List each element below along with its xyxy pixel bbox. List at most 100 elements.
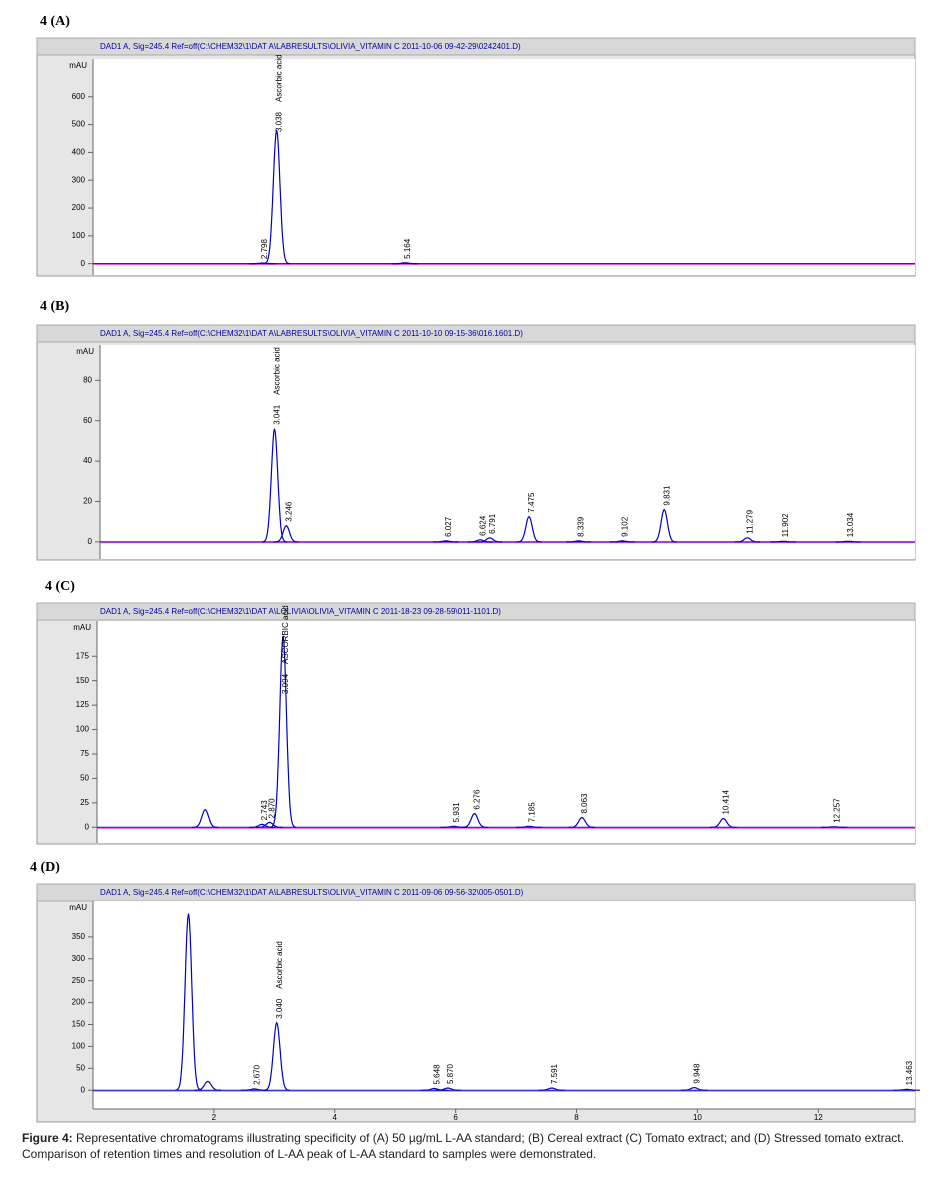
peak-name: Ascorbic acid — [275, 941, 284, 989]
peak — [516, 515, 542, 543]
y-tick-label: 500 — [72, 120, 86, 129]
peak — [893, 1088, 920, 1091]
y-tick-label: 400 — [72, 148, 86, 157]
peak-label: 9.102 — [621, 516, 630, 537]
x-tick-label: 10 — [693, 1113, 702, 1122]
peak — [821, 826, 848, 828]
peak-label: 8.063 — [580, 793, 589, 814]
peak-label: 3.246 — [284, 501, 293, 522]
peak-label: 5.931 — [452, 802, 461, 823]
y-tick-label: 60 — [83, 416, 92, 425]
x-tick-label: 4 — [333, 1113, 338, 1122]
y-tick-label: 250 — [72, 976, 86, 985]
title-bar — [36, 37, 916, 56]
y-axis-label: mAU — [73, 623, 91, 632]
peak-label: 6.276 — [473, 789, 482, 810]
peak-label: 9.831 — [662, 485, 671, 506]
y-tick-label: 200 — [72, 203, 86, 212]
peak — [770, 540, 796, 543]
peak-label: 3.094 — [281, 673, 290, 694]
peak — [434, 1087, 462, 1091]
figure: 4 (A) DAD1 A, Sig=245.4 Ref=off(C:\CHEM32… — [30, 14, 920, 1123]
peak-label: 2.743 — [260, 800, 269, 821]
panel-label: 4 (D) — [30, 860, 60, 875]
peak-label: 2.798 — [260, 239, 269, 260]
y-tick-label: 600 — [72, 92, 86, 101]
peak — [273, 524, 299, 543]
peak — [175, 913, 202, 1091]
caption-text: Representative chromatograms illustratin… — [22, 1131, 904, 1161]
peak — [194, 1080, 222, 1091]
y-tick-label: 100 — [72, 231, 86, 240]
panel-label: 4 (A) — [40, 14, 70, 29]
peak-label: 10.414 — [721, 789, 730, 814]
peak — [421, 1087, 448, 1091]
plot-area — [93, 59, 915, 275]
y-tick-label: 100 — [76, 725, 90, 734]
peak — [651, 508, 677, 543]
peak-label: 5.648 — [432, 1064, 441, 1085]
peak — [461, 812, 488, 828]
peak — [681, 1086, 708, 1091]
peak-label: 11.902 — [781, 513, 790, 537]
y-axis-label: mAU — [76, 347, 94, 356]
peak — [391, 262, 419, 265]
panel-label: 4 (C) — [45, 579, 75, 594]
y-tick-label: 75 — [80, 749, 89, 758]
y-tick-label: 175 — [76, 651, 90, 660]
y-axis-label: mAU — [69, 903, 87, 912]
peak-name: Ascorbic acid — [273, 347, 282, 395]
y-tick-label: 0 — [85, 822, 90, 831]
y-tick-label: 25 — [80, 798, 89, 807]
y-tick-label: 300 — [72, 954, 86, 963]
y-tick-label: 350 — [72, 932, 86, 941]
peak-label: 8.339 — [577, 516, 586, 537]
peak-name: ASCORBIC acid — [281, 605, 290, 664]
peak-name: Ascorbic acid — [275, 54, 284, 102]
peak — [248, 262, 276, 265]
peak-label: 13.034 — [846, 512, 855, 537]
peak-label: 6.624 — [478, 515, 487, 536]
panel-title: DAD1 A, Sig=245.4 Ref=off(C:\CHEM32\1\DA… — [100, 329, 523, 338]
y-tick-label: 0 — [81, 1085, 86, 1094]
caption-label: Figure 4: — [22, 1131, 73, 1145]
y-axis-label: mAU — [69, 61, 87, 70]
peak — [568, 816, 596, 828]
peak — [477, 537, 503, 543]
y-tick-label: 20 — [83, 497, 92, 506]
y-tick-label: 40 — [83, 456, 92, 465]
peak — [263, 129, 290, 265]
panel-title: DAD1 A, Sig=245.4 Ref=off(C:\CHEM32\1\DA… — [100, 888, 524, 897]
x-tick-label: 12 — [814, 1113, 823, 1122]
x-tick-label: 8 — [574, 1113, 579, 1122]
peak — [515, 825, 543, 828]
x-tick-label: 6 — [453, 1113, 458, 1122]
peak — [256, 821, 283, 828]
peak — [241, 1088, 268, 1091]
y-tick-label: 100 — [72, 1042, 86, 1051]
panel-title: DAD1 A, Sig=245.4 Ref=off(C:\CHEM32\1\DA… — [100, 42, 521, 51]
peak-label: 12.257 — [832, 798, 841, 823]
peak — [467, 539, 493, 543]
peak — [263, 1021, 290, 1091]
y-tick-label: 50 — [76, 1063, 85, 1072]
y-tick-label: 150 — [72, 1020, 86, 1029]
plot-area — [97, 621, 915, 843]
peak-label: 9.948 — [692, 1063, 701, 1084]
y-tick-label: 150 — [76, 676, 90, 685]
peak-label: 3.038 — [275, 111, 284, 132]
peak-label: 7.591 — [550, 1063, 559, 1084]
y-tick-label: 300 — [72, 175, 86, 184]
peak — [734, 537, 760, 543]
y-tick-label: 0 — [81, 259, 86, 268]
peak-label: 7.475 — [527, 492, 536, 513]
peak-label: 11.279 — [745, 509, 754, 533]
peak-label: 3.041 — [273, 404, 282, 425]
title-bar — [36, 602, 916, 621]
caption: Figure 4: Representative chromatograms i… — [22, 1130, 922, 1162]
peak-label: 3.040 — [275, 998, 284, 1019]
y-tick-label: 50 — [80, 774, 89, 783]
peak-label: 6.791 — [488, 513, 497, 534]
x-tick-label: 2 — [212, 1113, 217, 1122]
